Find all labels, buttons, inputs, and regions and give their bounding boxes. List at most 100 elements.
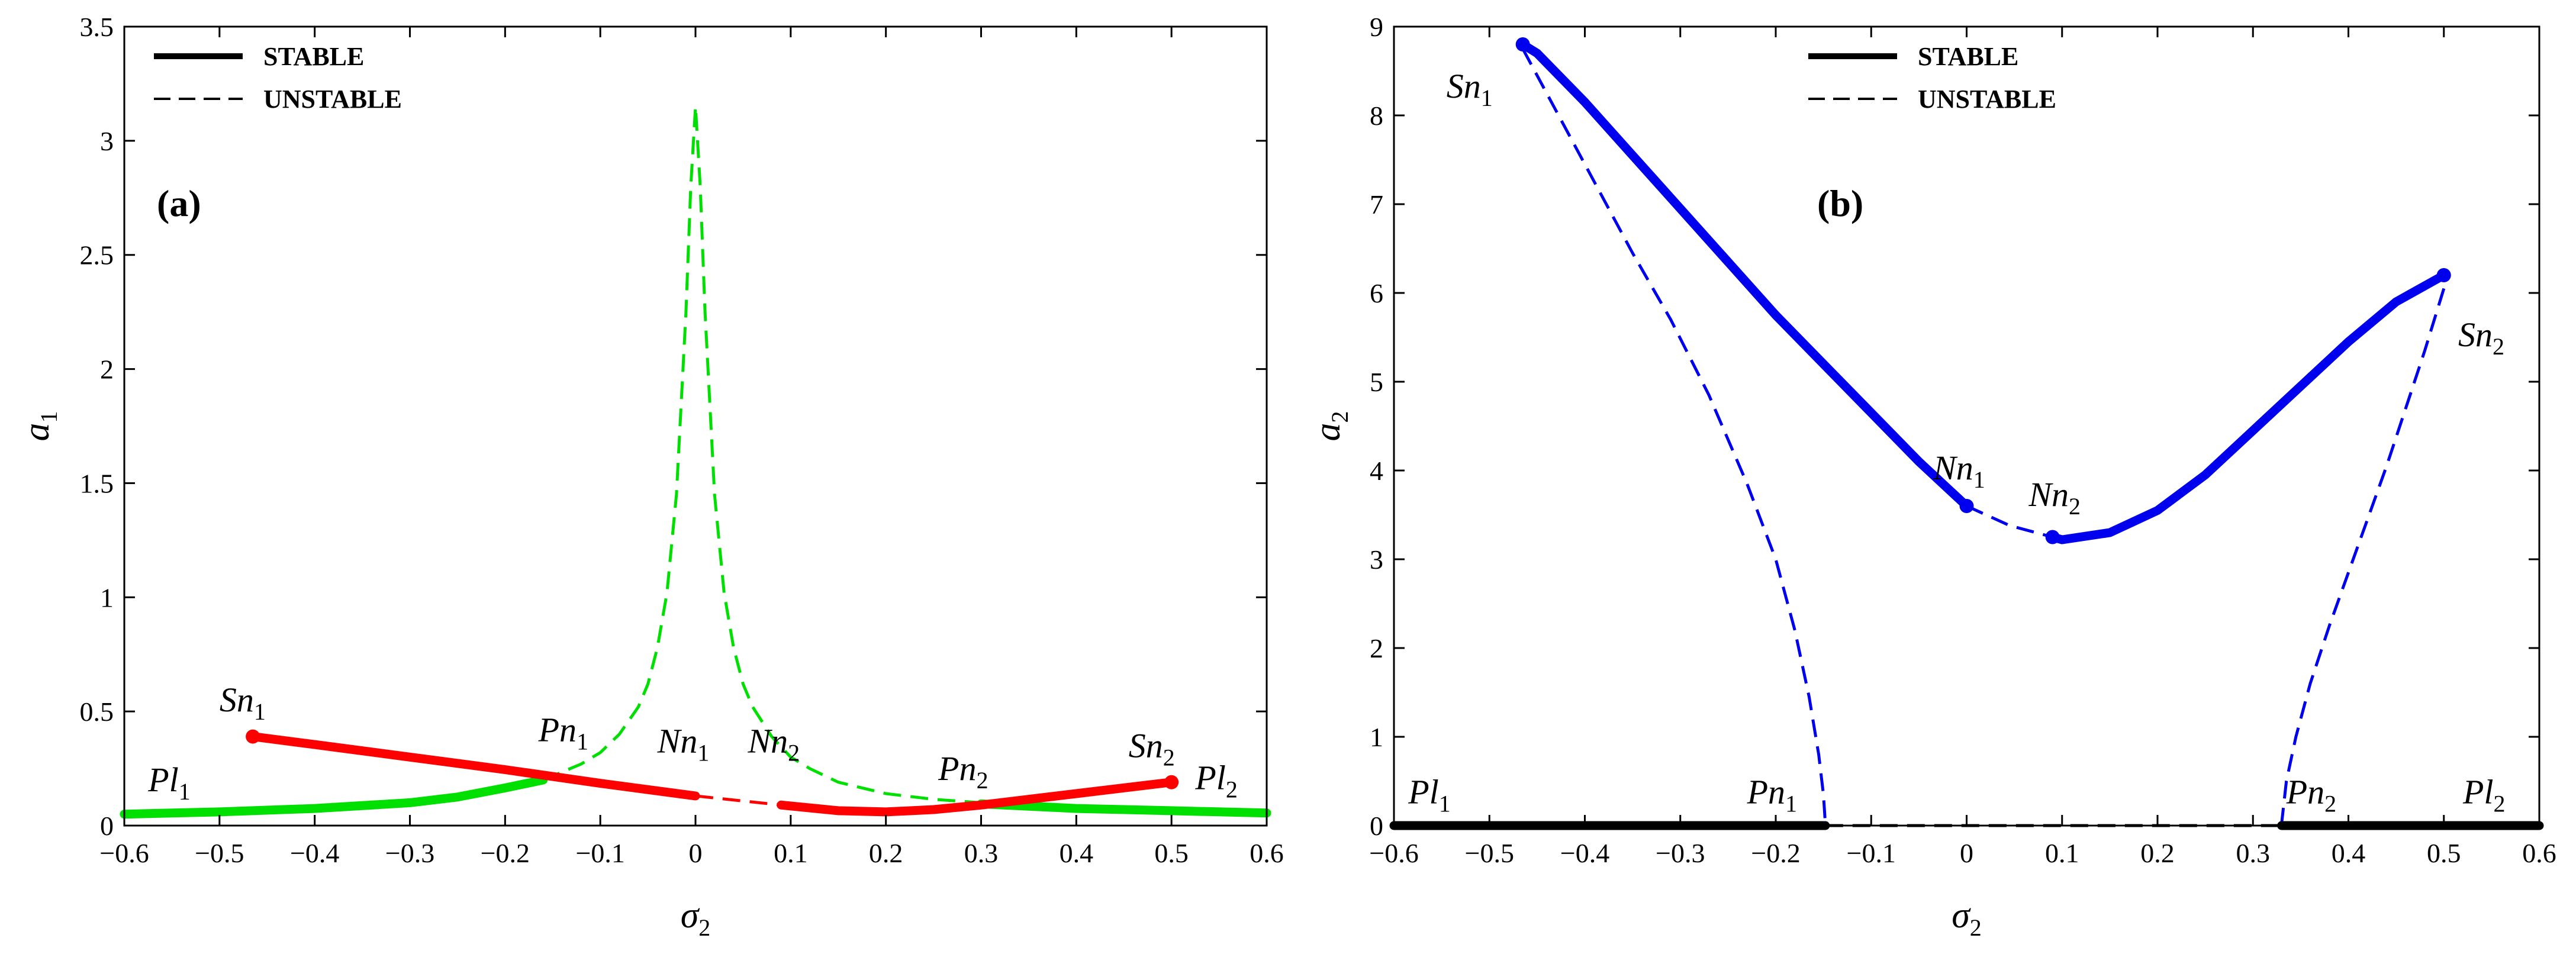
- series-line-2: [2048, 270, 2449, 544]
- y-tick-label: 5: [1370, 367, 1383, 397]
- y-axis-label: a1: [17, 411, 62, 441]
- y-tick-label: 2: [1370, 633, 1383, 663]
- legend: STABLE UNSTABLE: [1808, 42, 2056, 114]
- annotation-main: Sn: [2458, 315, 2493, 354]
- y-axis-label-main: a: [1308, 423, 1348, 441]
- y-tick-label: 1: [1370, 722, 1383, 752]
- x-tick-label: −0.1: [575, 838, 624, 868]
- x-tick-label: −0.6: [99, 838, 149, 868]
- annotation-subscript: 2: [2494, 791, 2506, 817]
- series-group: [120, 105, 1271, 819]
- x-tick-label: −0.2: [1751, 838, 1800, 868]
- point-annotation: Sn2: [2458, 315, 2504, 360]
- x-tick-label: 0: [1960, 838, 1973, 868]
- point-annotation: Nn2: [747, 722, 800, 766]
- annotation-main: Sn: [1447, 67, 1481, 105]
- annotation-subscript: 1: [1439, 791, 1451, 817]
- y-tick-label: 8: [1370, 101, 1383, 131]
- x-tick-label: −0.5: [1465, 838, 1514, 868]
- x-tick-label: −0.1: [1847, 838, 1896, 868]
- y-tick-label: 1.5: [80, 468, 114, 498]
- x-axis-label-subscript: 2: [1970, 914, 1982, 941]
- annotation-main: Pl: [1194, 758, 1226, 797]
- annotation-main: Pn: [538, 710, 577, 749]
- annotation-main: Nn: [747, 722, 788, 760]
- x-axis-label-main: σ: [681, 895, 700, 936]
- x-axis-label: σ2: [1952, 895, 1982, 941]
- x-tick-label: 0.1: [774, 838, 808, 868]
- y-tick-label: 0: [100, 811, 114, 841]
- x-tick-label: −0.2: [481, 838, 530, 868]
- x-tick-label: 0.2: [2140, 838, 2175, 868]
- x-tick-label: −0.6: [1369, 838, 1418, 868]
- x-axis-label-subscript: 2: [698, 914, 710, 941]
- annotation-subscript: 2: [2493, 333, 2504, 360]
- y-axis-label-subscript: 2: [1326, 411, 1353, 423]
- endpoint-marker-2: [1959, 499, 1974, 513]
- x-tick-label: 0.6: [1250, 838, 1284, 868]
- series-line-5: [777, 778, 1176, 817]
- annotation-main: Pl: [2462, 773, 2494, 811]
- y-tick-label: 7: [1370, 189, 1383, 220]
- legend-label: UNSTABLE: [1918, 85, 2056, 114]
- annotation-subscript: 2: [1163, 744, 1175, 771]
- x-tick-label: −0.4: [1560, 838, 1609, 868]
- y-tick-label: 2.5: [80, 240, 114, 270]
- series-line-0: [1518, 40, 1971, 511]
- x-tick-label: 0.4: [2332, 838, 2366, 868]
- endpoint-marker-0: [246, 729, 260, 744]
- annotation-subscript: 2: [1226, 776, 1238, 802]
- y-tick-label: 3: [1370, 544, 1383, 575]
- x-axis-label-main: σ: [1952, 895, 1971, 936]
- x-axis-label: σ2: [681, 895, 711, 941]
- annotation-subscript: 2: [977, 767, 988, 794]
- point-annotation: Nn1: [657, 722, 710, 766]
- y-tick-label: 0.5: [80, 697, 114, 727]
- series-line-1: [542, 105, 1029, 807]
- y-tick-label: 1: [100, 582, 114, 613]
- point-annotation: Pl2: [2462, 773, 2506, 817]
- y-tick-label: 6: [1370, 278, 1383, 308]
- panel-label: (b): [1817, 182, 1863, 224]
- annotation-main: Sn: [220, 681, 254, 719]
- endpoint-marker-1: [2436, 268, 2451, 282]
- point-annotation: Pn2: [938, 749, 988, 794]
- annotation-main: Pn: [938, 749, 976, 788]
- y-axis-label-subscript: 1: [36, 411, 62, 423]
- y-tick-label: 3.5: [80, 12, 114, 42]
- y-axis-label-main: a: [17, 423, 57, 441]
- point-annotation: Nn2: [2028, 475, 2081, 520]
- series-line-1: [1966, 504, 2053, 539]
- panel-a: −0.6 −0.5 −0.4 −0.3 −0.2 −0.1 0 0.1 0.2 0.3 0.4 0.5…: [17, 12, 1284, 941]
- annotation-subscript: 1: [1481, 85, 1493, 111]
- x-tick-label: 0.2: [869, 838, 903, 868]
- series-line-4: [695, 794, 782, 807]
- annotation-subscript: 1: [1785, 791, 1797, 817]
- annotation-main: Nn: [657, 722, 698, 760]
- legend: STABLE UNSTABLE: [154, 42, 402, 114]
- y-tick-label: 3: [100, 126, 114, 156]
- panel-label: (a): [157, 182, 201, 224]
- x-tick-label: 0.4: [1060, 838, 1094, 868]
- x-tick-label: 0: [689, 838, 703, 868]
- annotation-subscript: 1: [1973, 466, 1985, 493]
- x-tick-label: −0.3: [1656, 838, 1705, 868]
- endpoint-marker-1: [1164, 775, 1179, 789]
- point-annotation: Sn2: [1129, 726, 1175, 771]
- endpoint-marker-3: [2045, 530, 2060, 544]
- legend-label: STABLE: [1918, 42, 2018, 71]
- annotation-subscript: 2: [2069, 493, 2081, 520]
- point-annotation: Pl2: [1194, 758, 1238, 802]
- point-annotation: Pl1: [147, 760, 191, 805]
- y-tick-label: 4: [1370, 456, 1383, 486]
- x-tick-label: −0.5: [195, 838, 244, 868]
- point-annotation: Nn1: [1933, 449, 1985, 493]
- x-tick-label: 0.1: [2045, 838, 2079, 868]
- annotation-main: Pl: [1408, 773, 1439, 811]
- annotation-subscript: 1: [254, 698, 266, 725]
- panel-b: −0.6 −0.5 −0.4 −0.3 −0.2 −0.1 0 0.1 0.2 0.3 0.4 0.5…: [1308, 12, 2556, 941]
- series-line-3: [248, 732, 700, 801]
- x-tick-label: 0.6: [2522, 838, 2556, 868]
